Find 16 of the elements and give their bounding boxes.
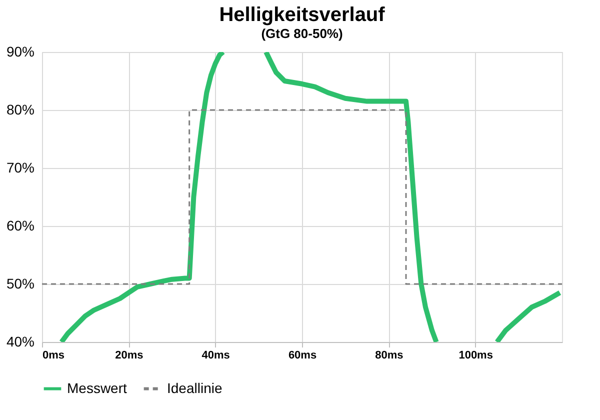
chart-title: Helligkeitsverlauf xyxy=(219,4,386,26)
y-tick-label: 80% xyxy=(6,102,34,118)
x-tick-label: 20ms xyxy=(115,350,144,362)
x-tick-label: 100ms xyxy=(458,350,493,362)
x-tick-label: 0ms xyxy=(42,350,65,362)
y-tick-label: 90% xyxy=(6,44,34,60)
legend-label: Messwert xyxy=(67,380,128,396)
x-tick-label: 40ms xyxy=(202,350,230,362)
legend-label: Ideallinie xyxy=(167,380,222,396)
x-tick-label: 80ms xyxy=(375,350,404,362)
x-tick-label: 60ms xyxy=(288,350,317,362)
y-tick-label: 40% xyxy=(6,334,34,350)
y-tick-label: 50% xyxy=(6,276,34,292)
chart-subtitle: (GtG 80-50%) xyxy=(261,26,343,41)
y-tick-label: 70% xyxy=(6,160,34,176)
y-tick-label: 60% xyxy=(6,218,34,234)
